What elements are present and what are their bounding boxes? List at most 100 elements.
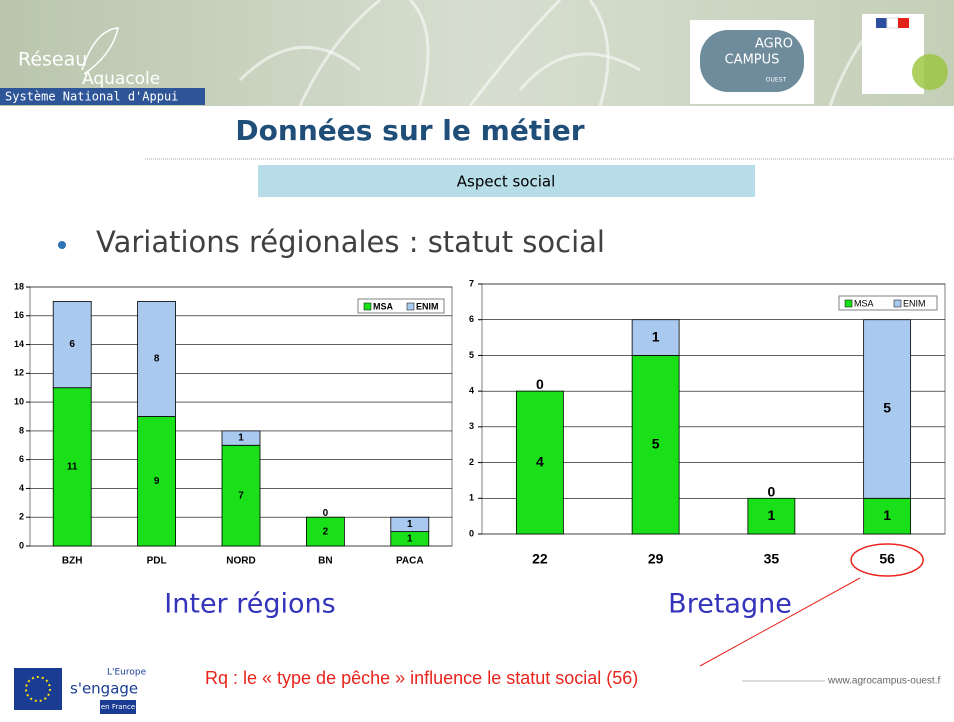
bar-segment [305, 516, 345, 547]
data-label: 5 [652, 435, 660, 451]
gov-emblem [912, 54, 948, 90]
data-label: 2 [323, 526, 329, 537]
footer-logo-text: s'engage [70, 680, 138, 698]
legend-swatch [406, 302, 415, 311]
y-tick-label: 14 [14, 339, 24, 349]
y-tick-label: 4 [469, 386, 474, 396]
data-label: 11 [67, 462, 78, 473]
legend-swatch [844, 299, 853, 308]
data-label: 7 [238, 490, 244, 501]
y-tick-label: 8 [19, 425, 24, 435]
data-label: 1 [883, 507, 891, 523]
footer-url: www.agrocampus-ouest.f [827, 676, 940, 687]
highlight-ellipse [850, 543, 924, 577]
bar-segment [515, 390, 564, 535]
partner-logo-text: CAMPUS [725, 53, 780, 68]
data-label: 0 [536, 376, 544, 392]
eu-flag [14, 668, 62, 710]
charts: 024681012141618BZH116PDL98NORD71BN20PACA… [14, 278, 946, 620]
y-tick-label: 1 [469, 493, 474, 503]
y-tick-label: 5 [469, 350, 474, 360]
eu-stars [25, 676, 51, 702]
y-tick-label: 2 [19, 512, 24, 522]
bar-segment [52, 387, 92, 547]
logo-tagline: Système National d'Appui [5, 90, 178, 104]
annotation-arrow [699, 577, 861, 667]
x-tick-label: BN [318, 556, 332, 567]
chart-caption: Bretagne [668, 589, 792, 620]
data-label: 5 [883, 400, 891, 416]
bar-segment [631, 319, 680, 356]
legend-label: ENIM [416, 301, 439, 311]
data-label: 4 [536, 453, 544, 469]
note: Rq : le « type de pêche » influence le s… [205, 668, 638, 688]
y-tick-label: 6 [19, 454, 24, 464]
legend-swatch [893, 299, 902, 308]
bar-segment [390, 516, 430, 533]
logo-text: Aquacole [82, 69, 160, 89]
section-box [258, 165, 755, 197]
gov-flag [886, 17, 899, 29]
y-tick-label: 0 [469, 528, 474, 538]
data-label: 1 [407, 519, 413, 530]
gov-flag [898, 18, 909, 28]
data-label: 1 [407, 533, 413, 544]
y-tick-label: 6 [469, 314, 474, 324]
x-tick-label: PACA [396, 556, 424, 567]
footer-logo-band [100, 700, 136, 714]
section-label: Aspect social [457, 173, 556, 191]
x-tick-label: 29 [648, 551, 664, 567]
bar-segment [863, 497, 912, 535]
y-tick-label: 18 [14, 281, 24, 291]
chart-caption: Inter régions [164, 589, 335, 620]
x-tick-label: 35 [764, 551, 780, 567]
data-label: 1 [238, 433, 244, 444]
x-tick-label: PDL [147, 556, 167, 567]
data-label: 0 [767, 483, 775, 499]
data-label: 0 [323, 508, 329, 519]
tagline-bar [0, 88, 205, 105]
bar-segment [52, 300, 92, 389]
logo-text: Réseau [18, 49, 87, 71]
y-tick-label: 4 [19, 483, 24, 493]
data-label: 1 [767, 507, 775, 523]
bar-segment [137, 300, 177, 417]
y-tick-label: 16 [14, 310, 24, 320]
y-tick-label: 12 [14, 368, 24, 378]
y-tick-label: 7 [469, 278, 474, 288]
partner-logo-text: AGRO [755, 37, 793, 52]
gov-flag [876, 18, 887, 28]
x-tick-label: NORD [226, 556, 255, 567]
slide-title: Données sur le métier [235, 114, 584, 147]
data-label: 6 [69, 339, 75, 350]
legend-swatch [363, 302, 372, 311]
y-tick-label: 10 [14, 396, 24, 406]
x-tick-label: BZH [62, 556, 83, 567]
bar-segment [221, 430, 261, 446]
legend-label: MSA [854, 298, 874, 308]
bullet-text: Variations régionales : statut social [96, 225, 605, 259]
bar-segment [747, 497, 796, 535]
legend-box [838, 295, 938, 311]
data-label: 9 [154, 476, 160, 487]
bullet-dot [58, 241, 66, 249]
legend-label: ENIM [903, 298, 926, 308]
footer-logo-text: L'Europe [107, 668, 147, 678]
y-tick-label: 2 [469, 457, 474, 467]
data-label: 8 [154, 354, 160, 365]
logo-shape [81, 27, 119, 75]
partner-logo [700, 30, 804, 92]
bar-segment [221, 444, 261, 547]
partner-logo-text: OUEST [766, 77, 787, 84]
y-tick-label: 0 [19, 540, 24, 550]
x-tick-label: 22 [532, 551, 548, 567]
bar-segment [631, 355, 680, 535]
footer-logo-text: en France [101, 703, 135, 711]
bar-segment [863, 319, 912, 499]
bar-segment [137, 416, 177, 547]
x-tick-label: 56 [879, 551, 895, 567]
legend-box [357, 298, 445, 314]
data-label: 1 [652, 328, 660, 344]
legend-label: MSA [373, 301, 394, 311]
